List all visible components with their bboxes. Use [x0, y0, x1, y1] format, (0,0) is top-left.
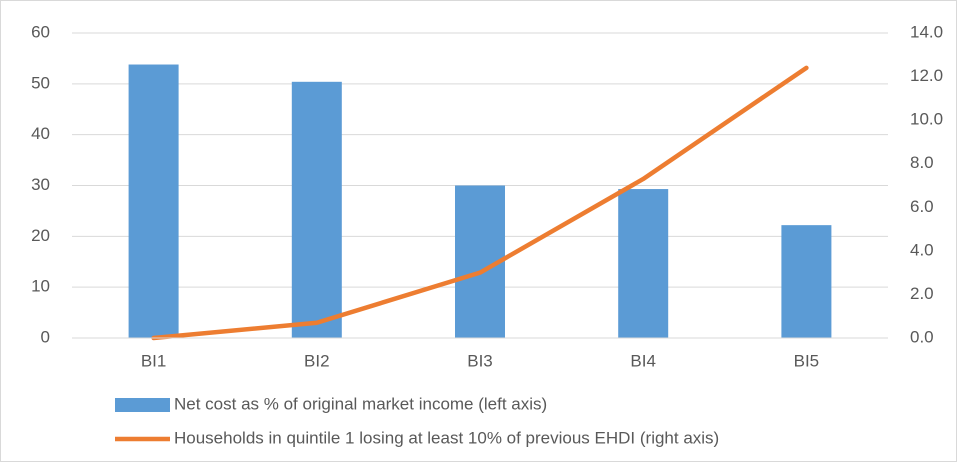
x-tick-label: BI4: [630, 351, 656, 370]
y2-tick-label: 14.0: [910, 22, 943, 41]
bar: [291, 81, 342, 339]
y2-tick-label: 6.0: [910, 197, 934, 216]
y2-tick-label: 10.0: [910, 110, 943, 129]
y-tick-label: 0: [41, 327, 50, 346]
y2-tick-label: 8.0: [910, 153, 934, 172]
bar: [618, 189, 669, 338]
line: [151, 65, 809, 341]
y2-tick-label: 4.0: [910, 240, 934, 259]
legend-label: Households in quintile 1 losing at least…: [174, 428, 719, 447]
y-tick-label: 30: [31, 175, 50, 194]
y2-tick-label: 0.0: [910, 327, 934, 346]
y-tick-label: 50: [31, 73, 50, 92]
legend-swatch: [115, 398, 170, 412]
y-tick-label: 10: [31, 277, 50, 296]
y-tick-label: 20: [31, 226, 50, 245]
y-tick-label: 60: [31, 22, 50, 41]
y2-tick-label: 2.0: [910, 284, 934, 303]
x-tick-label: BI1: [141, 351, 167, 370]
y-tick-label: 40: [31, 124, 50, 143]
legend-label: Net cost as % of original market income …: [174, 394, 547, 413]
x-tick-label: BI5: [794, 351, 820, 370]
bar: [128, 64, 179, 339]
x-tick-label: BI2: [304, 351, 330, 370]
bar: [781, 225, 832, 338]
x-tick-label: BI3: [467, 351, 493, 370]
y2-tick-label: 12.0: [910, 66, 943, 85]
